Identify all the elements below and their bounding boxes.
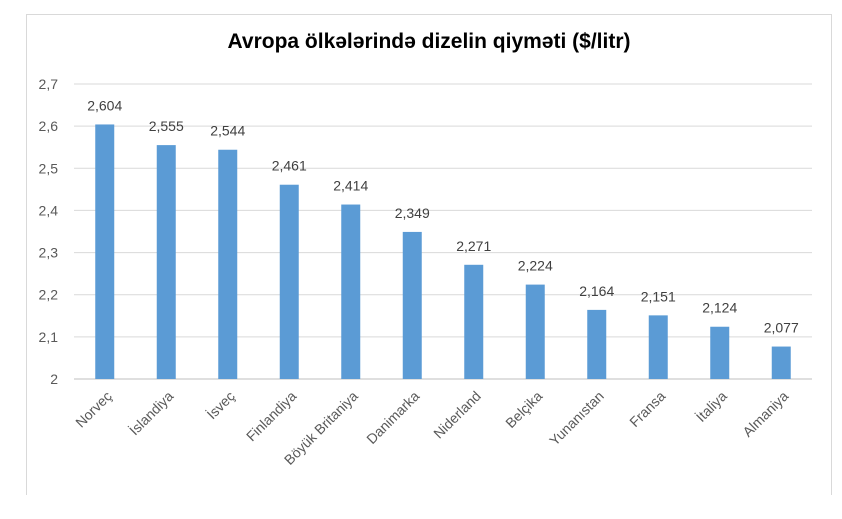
bar (95, 124, 115, 379)
chart-title: Avropa ölkələrində dizelin qiyməti ($/li… (227, 30, 631, 53)
category-label: Danimarka (363, 388, 422, 447)
data-label: 2,124 (702, 300, 737, 316)
data-label: 2,555 (149, 118, 184, 134)
data-label: 2,461 (272, 158, 307, 174)
y-tick-label: 2 (50, 371, 58, 387)
data-label: 2,271 (456, 238, 491, 254)
bar (525, 284, 545, 379)
category-label: İtaliya (692, 387, 730, 425)
y-tick-label: 2,3 (39, 245, 59, 261)
bar (341, 204, 361, 379)
data-label: 2,544 (210, 123, 245, 139)
data-label: 2,604 (87, 97, 122, 113)
bar (648, 315, 668, 379)
bar (279, 184, 299, 379)
bar (710, 326, 730, 379)
y-tick-label: 2,4 (39, 202, 59, 218)
data-label: 2,077 (764, 320, 799, 336)
data-label: 2,151 (641, 288, 676, 304)
y-tick-label: 2,7 (39, 76, 59, 92)
y-tick-label: 2,5 (39, 160, 59, 176)
category-label: Niderland (430, 388, 484, 442)
bar (218, 149, 238, 379)
category-label: Yunanıstan (546, 388, 607, 449)
category-label: Norveç (72, 388, 115, 431)
bar (771, 346, 791, 379)
category-label: İsveç (203, 387, 238, 422)
data-label: 2,164 (579, 283, 614, 299)
y-tick-label: 2,2 (39, 287, 59, 303)
category-label: Almaniya (739, 388, 791, 440)
bar (402, 231, 422, 379)
data-label: 2,414 (333, 178, 368, 194)
category-label: İslandiya (125, 387, 176, 438)
category-label: Fransa (626, 388, 668, 430)
y-tick-label: 2,6 (39, 118, 59, 134)
y-tick-label: 2,1 (39, 329, 59, 345)
data-label: 2,349 (395, 205, 430, 221)
bar (464, 264, 484, 379)
category-label: Belçika (502, 388, 545, 431)
data-label: 2,224 (518, 258, 553, 274)
bar (156, 145, 176, 379)
bar (587, 309, 607, 379)
category-label: Finlandiya (243, 388, 300, 445)
